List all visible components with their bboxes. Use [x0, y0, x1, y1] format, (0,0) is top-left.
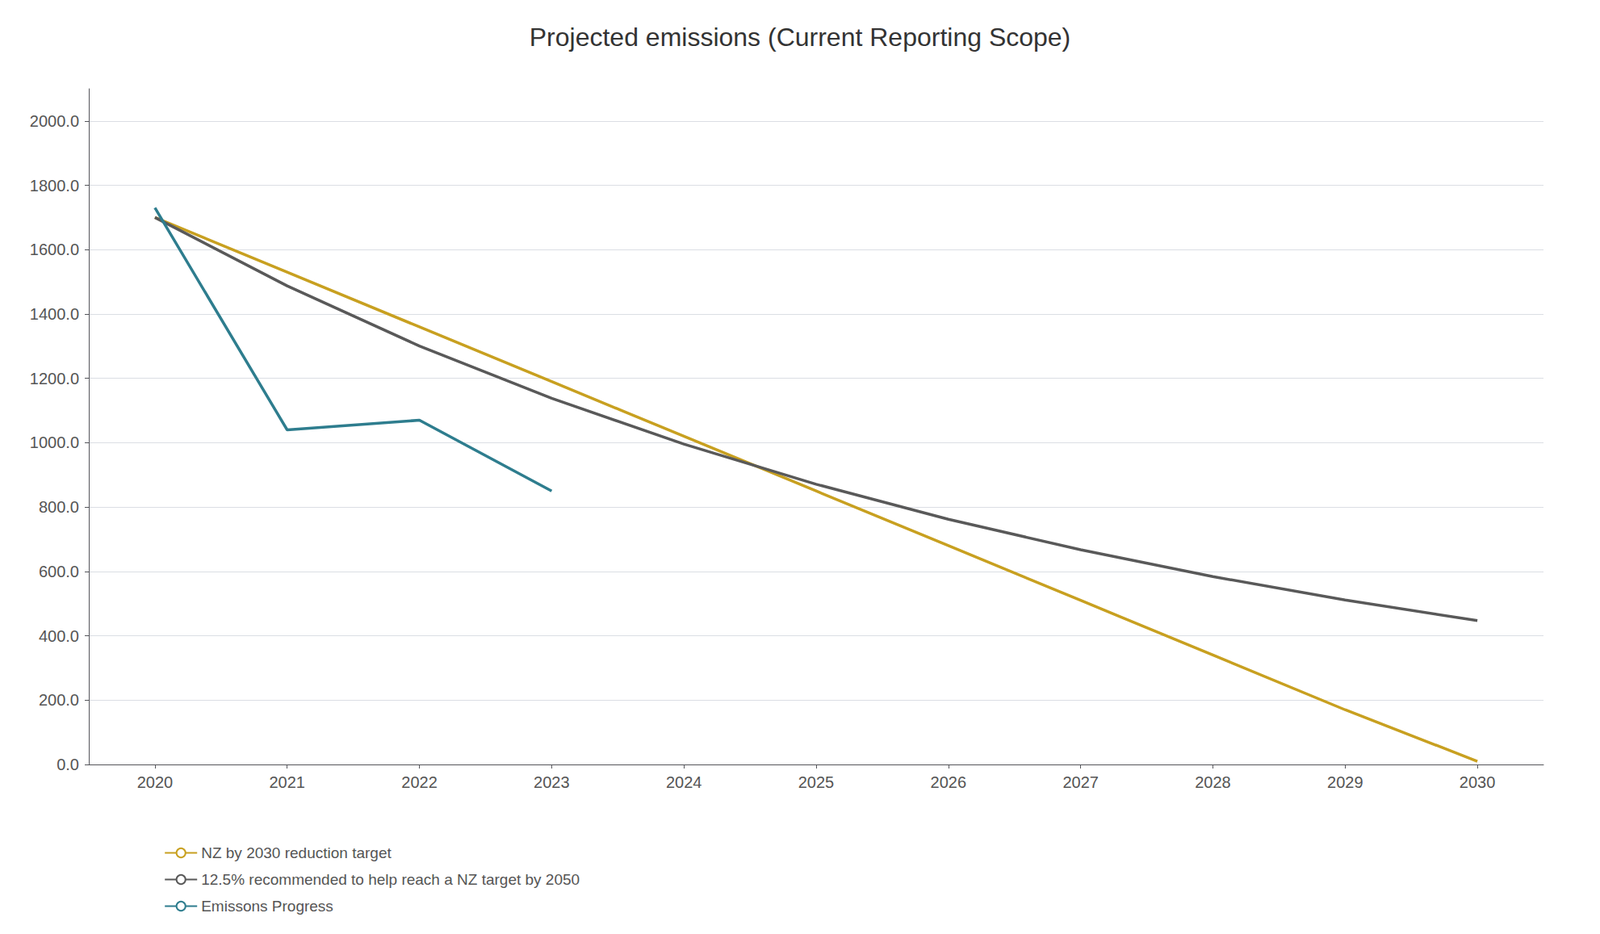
svg-text:800.0: 800.0	[38, 498, 80, 516]
svg-text:1000.0: 1000.0	[29, 433, 80, 452]
svg-text:2000.0: 2000.0	[29, 112, 80, 130]
svg-text:1400.0: 1400.0	[29, 305, 80, 323]
svg-text:0.0: 0.0	[56, 755, 80, 774]
svg-text:200.0: 200.0	[38, 691, 80, 709]
svg-text:NZ by 2030 reduction target: NZ by 2030 reduction target	[201, 844, 392, 862]
svg-text:600.0: 600.0	[38, 562, 80, 581]
svg-text:2022: 2022	[401, 773, 438, 792]
svg-text:2024: 2024	[665, 773, 703, 792]
svg-text:1600.0: 1600.0	[29, 240, 80, 259]
svg-text:2023: 2023	[533, 773, 570, 792]
svg-text:2025: 2025	[798, 773, 835, 792]
svg-text:2029: 2029	[1327, 773, 1364, 792]
svg-text:2030: 2030	[1459, 773, 1496, 792]
svg-text:1800.0: 1800.0	[29, 176, 80, 195]
svg-text:12.5% recommended to help reac: 12.5% recommended to help reach a NZ tar…	[201, 871, 580, 888]
svg-text:Projected emissions (Current R: Projected emissions (Current Reporting S…	[529, 22, 1072, 52]
svg-text:1200.0: 1200.0	[29, 369, 80, 388]
svg-text:Emissons Progress: Emissons Progress	[201, 897, 334, 915]
svg-text:2026: 2026	[930, 773, 968, 792]
svg-text:2028: 2028	[1194, 773, 1232, 792]
svg-text:400.0: 400.0	[38, 627, 80, 646]
svg-text:2021: 2021	[268, 773, 306, 792]
svg-text:2020: 2020	[137, 773, 174, 792]
svg-text:2027: 2027	[1062, 773, 1099, 792]
